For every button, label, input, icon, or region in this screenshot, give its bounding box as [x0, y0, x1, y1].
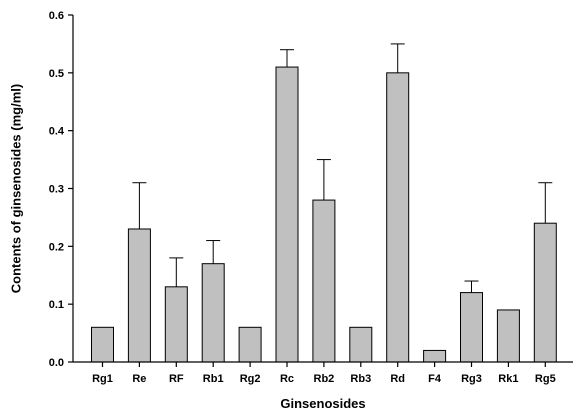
bar-rb2 [312, 199, 336, 363]
x-ticks-group: Rg1 Re RF Rb1 Rg2 Rc Rb2 Rb3 Rd F4 Rg3 Rk1 Rg5 [92, 362, 556, 385]
y-tick-label: 0.5 [49, 68, 64, 80]
x-tick-label-rg2: Rg2 [240, 373, 261, 385]
bar-rb1 [201, 263, 225, 363]
y-ticks-group: 0.0 0.1 0.2 0.3 0.4 0.5 0.6 [49, 10, 73, 369]
bar-rg3 [460, 292, 483, 363]
x-tick-label-rg1: Rg1 [92, 373, 113, 385]
x-tick-label-rg3: Rg3 [461, 373, 482, 385]
x-tick-label-rb1: Rb1 [203, 373, 224, 385]
bar-rg2 [238, 326, 262, 363]
bar-rg5 [533, 222, 557, 363]
bar-rf [164, 286, 188, 363]
bar-rb3 [349, 326, 373, 363]
y-tick-label: 0.3 [49, 184, 64, 196]
y-tick-label: 0.6 [49, 10, 64, 22]
bar-re [127, 228, 151, 363]
x-tick-label-rb2: Rb2 [314, 373, 335, 385]
error-bars-group [132, 43, 553, 293]
x-tick-label-rd: Rd [390, 373, 405, 385]
bars-group [91, 66, 557, 363]
bar-rg1 [91, 326, 114, 363]
x-tick-label-rg5: Rg5 [535, 373, 556, 385]
x-tick-label-rb3: Rb3 [350, 373, 371, 385]
x-tick-label-re: Re [132, 373, 146, 385]
y-axis-title: Contents of ginsenosides (mg/ml) [8, 84, 23, 293]
x-tick-label-rk1: Rk1 [498, 373, 518, 385]
x-tick-label-f4: F4 [428, 373, 442, 385]
bar-rk1 [496, 309, 520, 363]
y-tick-label: 0.4 [49, 126, 65, 138]
bar-f4 [423, 349, 447, 363]
bar-rc [275, 66, 299, 363]
y-tick-label: 0.0 [49, 357, 64, 369]
y-tick-label: 0.1 [49, 299, 64, 311]
x-tick-label-rc: Rc [280, 373, 294, 385]
x-tick-label-rf: RF [169, 373, 184, 385]
y-tick-label: 0.2 [49, 241, 64, 253]
x-axis-title: Ginsenosides [280, 396, 365, 411]
bar-rd [386, 72, 410, 363]
